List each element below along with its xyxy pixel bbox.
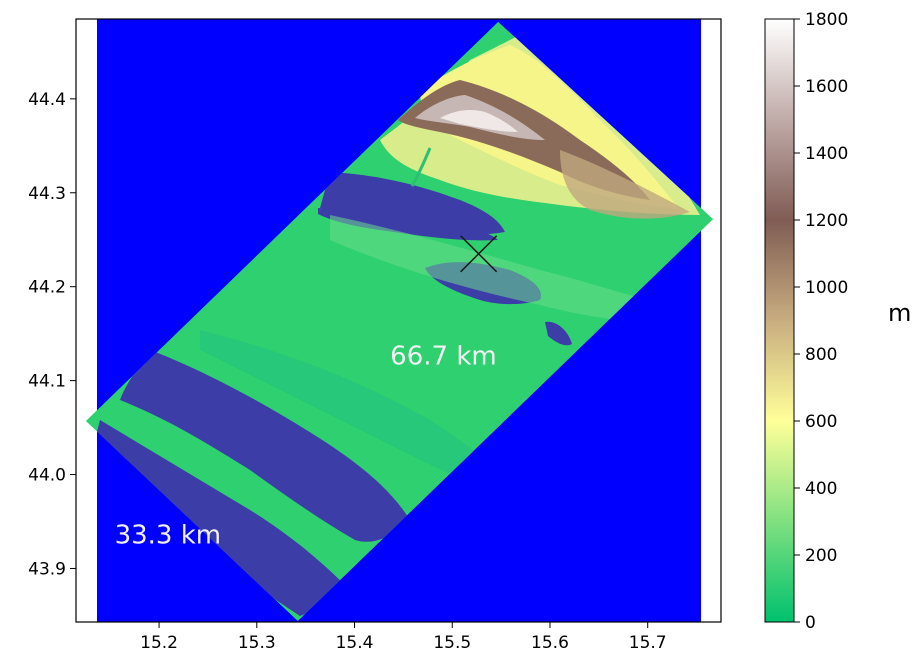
colorbar-ticks: 0 200 400 600 800 1000 1200 1400 1600 1800 <box>794 10 848 633</box>
y-tick-label: 44.2 <box>28 278 66 298</box>
x-tick-label: 15.5 <box>433 633 471 653</box>
sea-region-south-channel <box>120 350 410 542</box>
distance-annotations: 66.7 km 33.3 km <box>115 341 497 550</box>
colorbar-tick-label: 200 <box>805 546 837 566</box>
distance-annotation-label: 33.3 km <box>115 521 222 551</box>
terrain-shoulder <box>560 150 690 219</box>
y-tick-label: 43.9 <box>28 559 66 579</box>
sea-region-west-bay <box>318 208 498 241</box>
colorbar: 0 200 400 600 800 1000 1200 1400 1600 1800 m <box>764 10 911 633</box>
colorbar-tick-label: 1400 <box>805 144 848 164</box>
y-tick-label: 44.0 <box>28 466 66 486</box>
colorbar-gradient <box>764 18 795 623</box>
station-marker-stroke <box>460 235 498 273</box>
colorbar-tick-label: 0 <box>805 613 816 633</box>
x-tick-label: 15.4 <box>336 633 374 653</box>
lowland-light-band <box>330 215 690 322</box>
y-tick-label: 44.1 <box>28 372 66 392</box>
colorbar-tick-label: 600 <box>805 412 837 432</box>
x-axis: 15.2 15.3 15.4 15.5 15.6 15.7 <box>140 622 667 653</box>
y-axis: 43.9 44.0 44.1 44.2 44.3 44.4 <box>28 90 76 579</box>
x-tick-label: 15.3 <box>238 633 276 653</box>
lowland-mid-band <box>200 330 520 500</box>
sea-region-north <box>320 172 505 235</box>
sea-region-lagoon-tail <box>545 321 572 346</box>
plot-area: 66.7 km 33.3 km <box>75 18 722 623</box>
colorbar-label: m <box>888 299 911 327</box>
colorbar-tick-label: 400 <box>805 479 837 499</box>
x-tick-label: 15.2 <box>140 633 178 653</box>
sea-region-south-edge <box>95 420 350 616</box>
distance-annotation-label: 66.7 km <box>390 341 497 371</box>
colorbar-tick-label: 800 <box>805 345 837 365</box>
plot-frame <box>75 18 722 623</box>
colorbar-tick-label: 1200 <box>805 211 848 231</box>
colorbar-tick-label: 1000 <box>805 278 848 298</box>
y-tick-label: 44.3 <box>28 184 66 204</box>
elevation-footprint <box>85 21 714 622</box>
terrain-ridge-snow <box>440 110 518 132</box>
station-marker <box>460 235 498 273</box>
x-tick-label: 15.7 <box>629 633 667 653</box>
y-tick-label: 44.4 <box>28 90 66 110</box>
river-line <box>410 147 432 187</box>
colorbar-tick-label: 1800 <box>805 10 848 30</box>
colorbar-tick-label: 1600 <box>805 77 848 97</box>
x-tick-label: 15.6 <box>531 633 569 653</box>
